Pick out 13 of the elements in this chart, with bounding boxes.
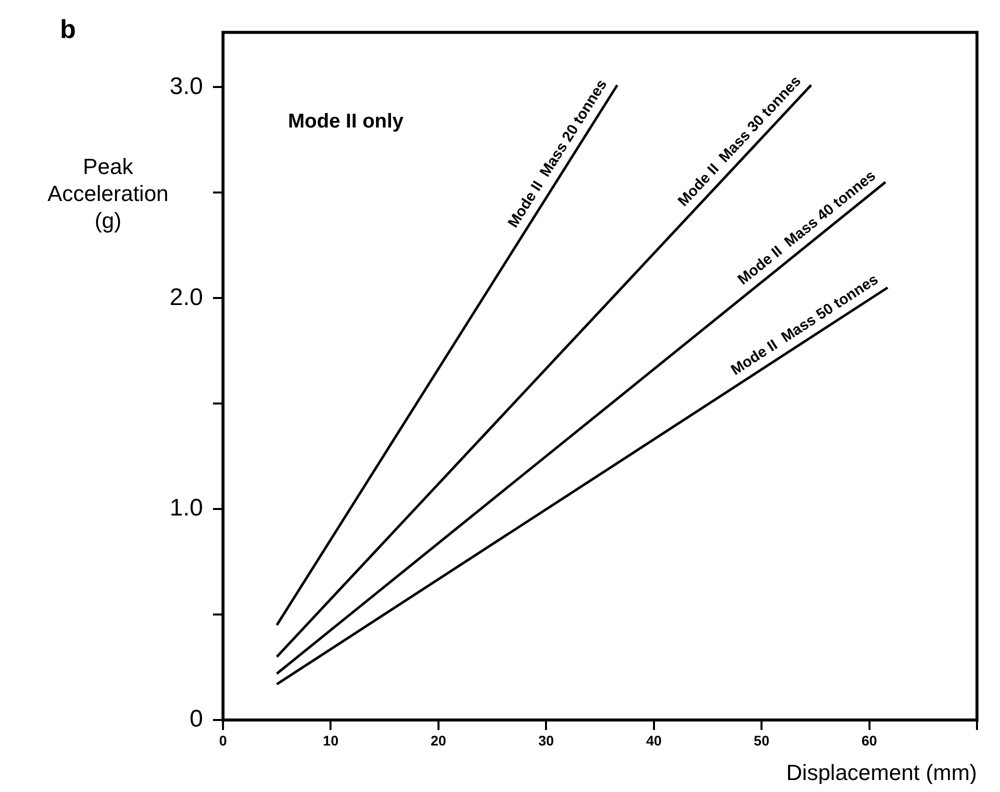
annotation: Mode II only — [288, 110, 404, 132]
x-tick-label: 40 — [646, 732, 662, 748]
text: b — [60, 14, 76, 44]
y-tick-label: 1.0 — [170, 494, 203, 522]
y-tick-label: 2.0 — [170, 284, 203, 311]
x-tick-label: 0 — [219, 732, 228, 748]
y-tick-label: 3.0 — [170, 72, 203, 100]
x-tick-label: 20 — [430, 732, 446, 748]
x-tick-label: 60 — [861, 732, 878, 748]
x-tick-label: 30 — [538, 732, 554, 748]
x-tick-label: 50 — [754, 732, 770, 748]
x-tick-label: 10 — [322, 732, 339, 748]
y-axis-title: Peak Acceleration (g) — [47, 154, 169, 234]
